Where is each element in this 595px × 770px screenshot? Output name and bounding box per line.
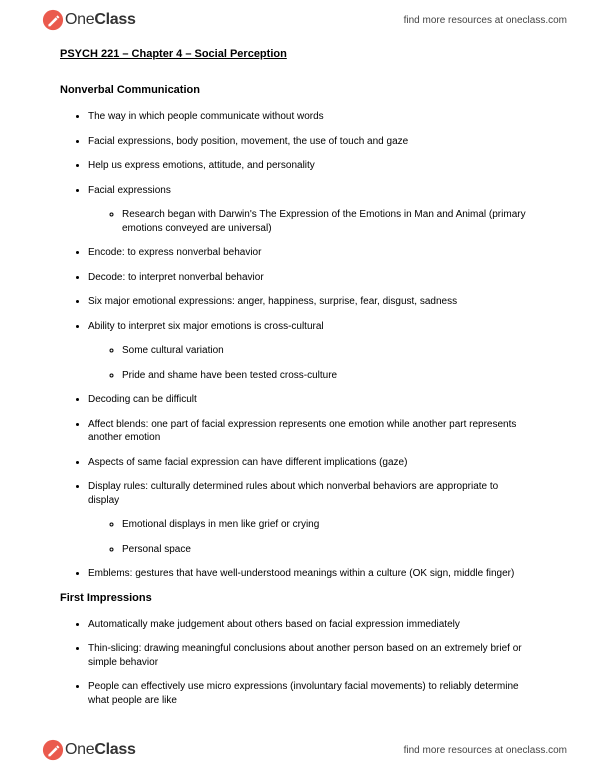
footer-tagline[interactable]: find more resources at oneclass.com: [404, 745, 567, 756]
sub-bullet-list: Some cultural variation Pride and shame h…: [88, 344, 530, 382]
list-item: Affect blends: one part of facial expres…: [88, 418, 540, 445]
bullet-list: The way in which people communicate with…: [60, 110, 540, 581]
pencil-icon: [42, 739, 64, 761]
page-header: OneClass find more resources at oneclass…: [0, 4, 595, 36]
list-item: Thin-slicing: drawing meaningful conclus…: [88, 642, 540, 669]
list-item: Decode: to interpret nonverbal behavior: [88, 271, 540, 285]
document-body: PSYCH 221 – Chapter 4 – Social Perceptio…: [60, 48, 540, 718]
brand-name: OneClass: [65, 741, 136, 759]
list-item: Pride and shame have been tested cross-c…: [122, 369, 530, 383]
brand-logo[interactable]: OneClass: [42, 739, 136, 761]
list-item: Display rules: culturally determined rul…: [88, 480, 540, 556]
list-item: Aspects of same facial expression can ha…: [88, 456, 540, 470]
section-heading: Nonverbal Communication: [60, 84, 540, 96]
list-item: Facial expressions, body position, movem…: [88, 135, 540, 149]
list-item: Emblems: gestures that have well-underst…: [88, 567, 540, 581]
list-item: Automatically make judgement about other…: [88, 618, 540, 632]
list-item: People can effectively use micro express…: [88, 680, 540, 707]
list-item: Encode: to express nonverbal behavior: [88, 246, 540, 260]
sub-bullet-list: Emotional displays in men like grief or …: [88, 518, 530, 556]
list-item: Decoding can be difficult: [88, 393, 540, 407]
list-item: Research began with Darwin's The Express…: [122, 208, 530, 235]
pencil-icon: [42, 9, 64, 31]
section-heading: First Impressions: [60, 592, 540, 604]
page-footer: OneClass find more resources at oneclass…: [0, 734, 595, 766]
list-item: The way in which people communicate with…: [88, 110, 540, 124]
brand-logo[interactable]: OneClass: [42, 9, 136, 31]
list-item: Ability to interpret six major emotions …: [88, 320, 540, 383]
header-tagline[interactable]: find more resources at oneclass.com: [404, 15, 567, 26]
sub-bullet-list: Research began with Darwin's The Express…: [88, 208, 530, 235]
list-item: Emotional displays in men like grief or …: [122, 518, 530, 532]
page-title: PSYCH 221 – Chapter 4 – Social Perceptio…: [60, 48, 540, 60]
list-item: Some cultural variation: [122, 344, 530, 358]
list-item: Personal space: [122, 543, 530, 557]
list-item: Six major emotional expressions: anger, …: [88, 295, 540, 309]
bullet-list: Automatically make judgement about other…: [60, 618, 540, 708]
list-item: Facial expressionsResearch began with Da…: [88, 184, 540, 236]
brand-name: OneClass: [65, 11, 136, 29]
list-item: Help us express emotions, attitude, and …: [88, 159, 540, 173]
